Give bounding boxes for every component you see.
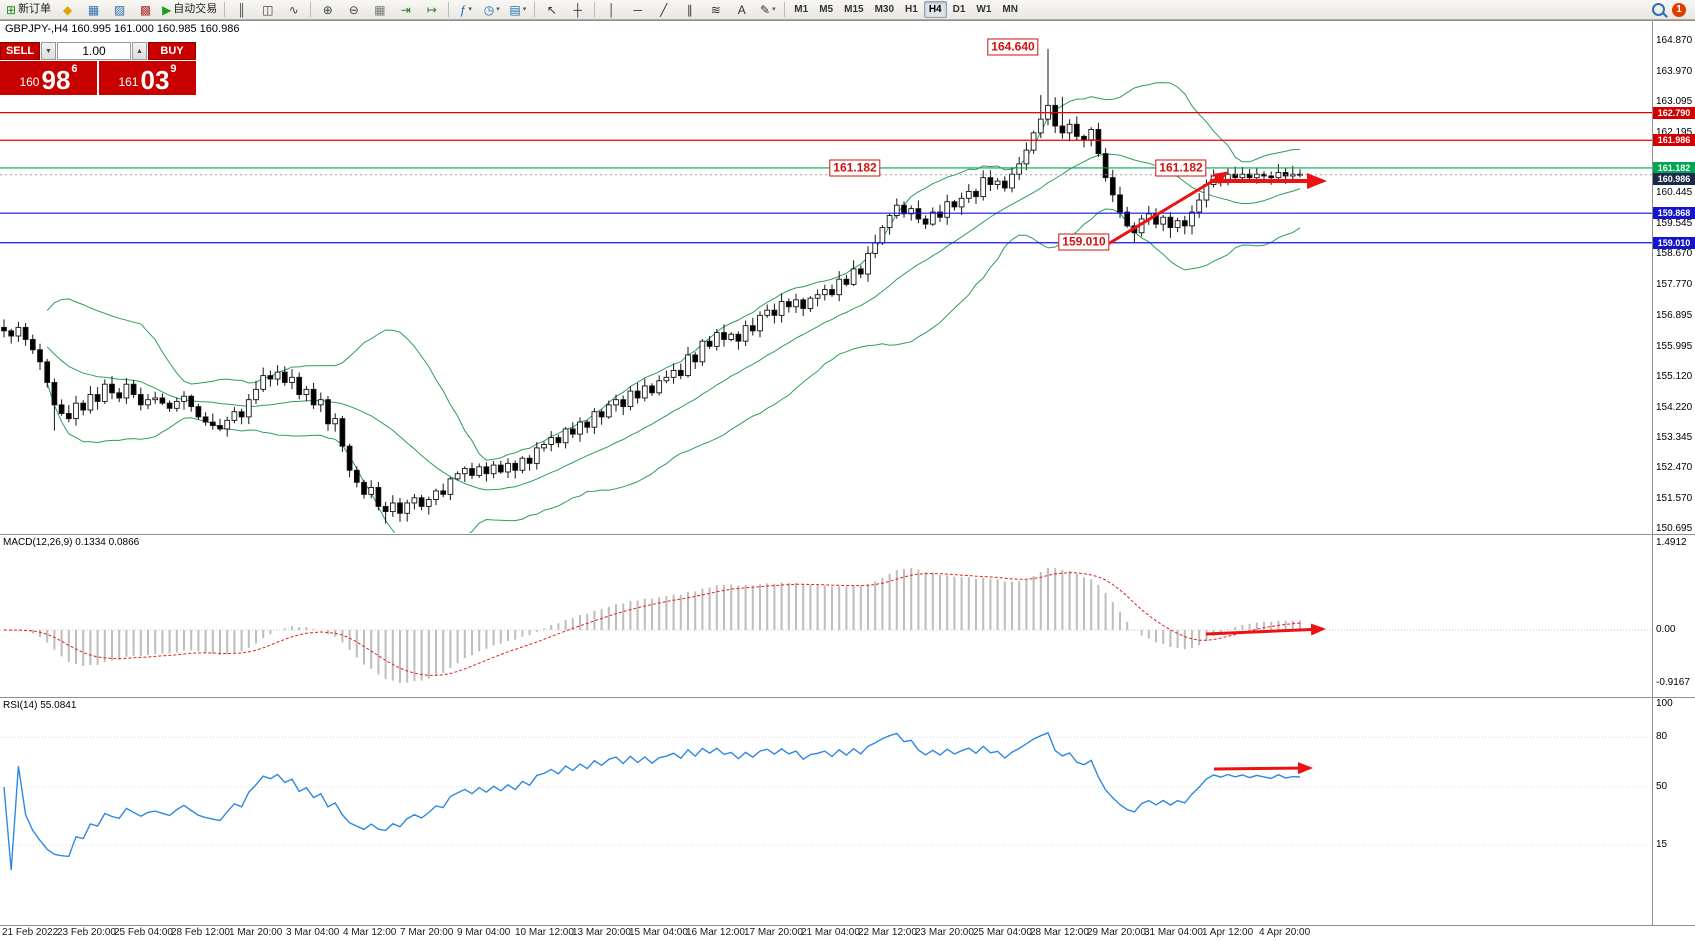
autotrading-button-label: 自动交易 [173,3,218,15]
periods-glyph: ◷ [483,2,495,17]
sell-price-pips: 98 [41,65,71,95]
equidistant-channel-glyph: ∥ [686,2,693,17]
vertical-line-button[interactable]: │ [599,0,624,19]
zoom-in-button[interactable]: ⊕ [315,0,340,19]
crosshair-glyph: ┼ [573,2,583,17]
one-click-trading-widget: SELL ▼ ▲ BUY 160 98 6 161 03 9 [0,42,196,95]
timeframe-M30[interactable]: M30 [874,4,895,15]
terminal-icon-glyph: ▩ [139,2,152,17]
timeframe-M15[interactable]: M15 [844,4,864,15]
auto-scroll-button[interactable]: ⇥ [393,0,418,19]
line-chart-type-glyph: ∿ [288,2,299,17]
bar-chart-type-button[interactable]: ║ [229,0,254,19]
tile-windows-glyph: ▦ [374,2,386,17]
autotrading-button[interactable]: ▶ 自动交易 [159,0,220,19]
toolbar-separator [534,2,536,17]
zoom-out-button[interactable]: ⊖ [341,0,366,19]
periods-button[interactable]: ◷ ▾ [479,0,504,19]
volume-input[interactable] [57,42,131,60]
chart-shift-button[interactable]: ↦ [419,0,444,19]
timeframe-M1[interactable]: M1 [794,4,809,15]
autotrading-glyph: ▶ [162,2,172,17]
horizontal-arrow-macd [1205,623,1326,636]
buy-button[interactable]: BUY [148,42,196,60]
buy-price-pips: 03 [140,65,170,95]
toolbar-separator [224,2,226,17]
trendline-button[interactable]: ╱ [651,0,676,19]
market-watch-icon[interactable]: ▦ [81,0,106,19]
chevron-down-icon: ▾ [772,6,776,13]
sell-price-panel[interactable]: 160 98 6 [0,61,97,95]
chevron-down-icon: ▾ [468,6,472,13]
new-order-button[interactable]: ⊞ 新订单 [3,0,54,19]
auto-scroll-glyph: ⇥ [400,2,411,17]
sell-price-point: 6 [71,63,78,75]
tile-windows-button[interactable]: ▦ [367,0,392,19]
timeframe-MN[interactable]: MN [1002,4,1018,15]
bar-chart-type-glyph: ║ [237,2,247,17]
timeframe-toolbar: M1 M5 M15 M30 H1 H4 D1 W1 MN [789,1,1023,18]
market-watch-icon-glyph: ▦ [87,2,100,17]
arrows-tool-glyph: ✎ [760,2,771,17]
arrows-tool-button[interactable]: ✎ ▾ [755,0,780,19]
candlestick-chart-type-button[interactable]: ◫ [255,0,280,19]
buy-price-integer: 161 [118,75,139,89]
trend-arrow-up [1107,171,1229,246]
toolbar-separator [310,2,312,17]
zoom-in-glyph: ⊕ [322,2,333,17]
data-window-icon[interactable]: ▨ [107,0,132,19]
volume-increase-button[interactable]: ▲ [132,42,147,60]
chevron-down-icon: ▾ [522,6,527,13]
indicators-button[interactable]: ƒ ▾ [453,0,478,19]
text-label-glyph: A [737,2,746,17]
horizontal-line-button[interactable]: ─ [625,0,650,19]
terminal-icon[interactable]: ▩ [133,0,158,19]
toolbar-right: 1 [1652,2,1692,17]
timeframe-D1[interactable]: D1 [952,4,966,15]
sell-button[interactable]: SELL [0,42,40,60]
templates-glyph: ▤ [509,2,521,17]
cursor-glyph: ↖ [546,2,557,17]
toolbar-separator [594,2,596,17]
sell-price-integer: 160 [19,75,40,89]
templates-button[interactable]: ▤ ▾ [505,0,530,19]
candlestick-chart-type-glyph: ◫ [262,2,274,17]
buy-price-panel[interactable]: 161 03 9 [99,61,196,95]
toolbar-buttons: ⊞ 新订单 ◆ ▦ ▨ ▩ ▶ 自动交易 ║ ◫ ∿ ⊕ ⊖ ▦ ⇥ ↦ ƒ ▾ ◷ ▾ ▤ ▾ ↖ ┼ │ ─ ╱ ∥ ≋ A ✎ ▾ [3,0,788,19]
crosshair-button[interactable]: ┼ [565,0,590,19]
timeframe-W1[interactable]: W1 [976,4,992,15]
fibonacci-retracement-glyph: ≋ [710,2,721,17]
zoom-out-glyph: ⊖ [348,2,359,17]
new-order-button-label: 新订单 [18,3,52,15]
chevron-down-icon: ▾ [496,6,500,13]
data-window-icon-glyph: ▨ [113,2,126,17]
trendline-glyph: ╱ [660,2,668,17]
volume-decrease-button[interactable]: ▼ [41,42,56,60]
line-chart-type-button[interactable]: ∿ [281,0,306,19]
buy-price-point: 9 [170,63,177,75]
toolbar-separator [784,2,786,17]
cursor-button[interactable]: ↖ [539,0,564,19]
fibonacci-retracement-button[interactable]: ≋ [703,0,728,19]
vertical-line-glyph: │ [608,2,616,17]
notification-badge[interactable]: 1 [1672,2,1686,17]
toolbar: ⊞ 新订单 ◆ ▦ ▨ ▩ ▶ 自动交易 ║ ◫ ∿ ⊕ ⊖ ▦ ⇥ ↦ ƒ ▾ ◷ ▾ ▤ ▾ ↖ ┼ │ ─ ╱ ∥ ≋ A ✎ ▾ M1… [0,0,1695,20]
timeframe-H4[interactable]: H4 [923,1,947,18]
search-icon[interactable] [1652,3,1665,16]
new-order-glyph: ⊞ [6,2,17,17]
new-chart-icon-glyph: ◆ [62,2,73,17]
toolbar-separator [448,2,450,17]
chart-shift-glyph: ↦ [426,2,437,17]
text-label-button[interactable]: A [729,0,754,19]
timeframe-H1[interactable]: H1 [905,4,918,15]
horizontal-line-glyph: ─ [633,2,643,17]
new-chart-icon[interactable]: ◆ [55,0,80,19]
indicators-glyph: ƒ [459,2,467,17]
equidistant-channel-button[interactable]: ∥ [677,0,702,19]
horizontal-arrow-rsi [1213,762,1313,775]
timeframe-M5[interactable]: M5 [819,4,834,15]
